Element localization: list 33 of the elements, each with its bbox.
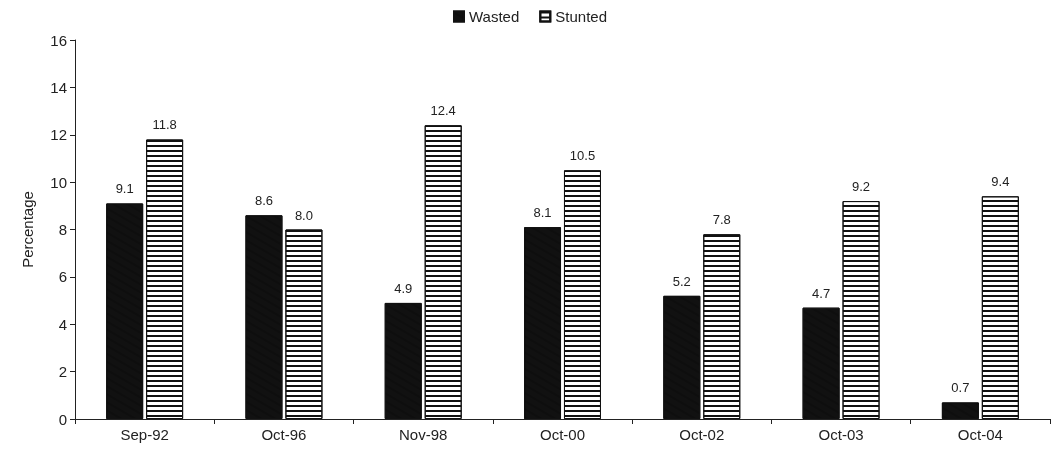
data-label: 12.4: [430, 103, 456, 119]
y-tick-label: 2: [58, 363, 67, 381]
data-label: 4.9: [394, 280, 413, 296]
y-tick-label: 4: [58, 315, 67, 333]
data-label: 8.1: [533, 205, 552, 221]
data-label: 5.2: [672, 273, 691, 289]
data-label: 0.7: [951, 380, 970, 396]
data-label: 8.0: [294, 207, 313, 223]
x-tick-label: Sep-92: [120, 426, 169, 443]
y-tick-label: 10: [50, 173, 67, 191]
legend-label: Stunted: [555, 8, 608, 25]
x-tick-label: Oct-04: [957, 426, 1003, 443]
data-label: 9.1: [115, 181, 134, 197]
data-label: 7.8: [712, 212, 731, 228]
x-tick-label: Nov-98: [399, 426, 448, 443]
data-label: 10.5: [569, 148, 596, 164]
x-tick-label: Oct-96: [261, 426, 307, 443]
data-label: 4.7: [812, 285, 831, 301]
y-tick-label: 12: [50, 126, 67, 144]
data-label: 11.8: [152, 117, 177, 133]
y-tick-label: 14: [50, 78, 67, 96]
y-tick-label: 8: [58, 221, 67, 238]
legend-label: Wasted: [469, 8, 520, 25]
y-tick-label: 6: [58, 268, 67, 286]
data-label: 9.4: [991, 174, 1010, 190]
y-axis-title: Percentage: [19, 191, 36, 268]
y-tick-label: 16: [50, 31, 67, 49]
x-tick-label: Oct-03: [818, 426, 864, 443]
data-label: 9.2: [852, 179, 871, 195]
data-label: 8.6: [254, 193, 273, 209]
x-tick-label: Oct-02: [679, 426, 725, 443]
y-tick-label: 0: [58, 410, 67, 428]
x-tick-label: Oct-00: [539, 426, 586, 443]
